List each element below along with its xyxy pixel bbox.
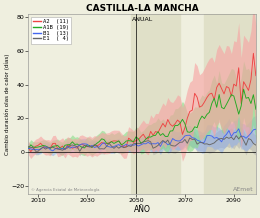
Bar bbox=[204, 14, 256, 194]
Text: © Agencia Estatal de Meteorología: © Agencia Estatal de Meteorología bbox=[31, 189, 99, 192]
Y-axis label: Cambio duración olas de calor (días): Cambio duración olas de calor (días) bbox=[4, 53, 10, 155]
Legend: A2  (11), A1B (19), B1  (13), E1  ( 4): A2 (11), A1B (19), B1 (13), E1 ( 4) bbox=[31, 17, 71, 44]
X-axis label: AÑO: AÑO bbox=[134, 205, 151, 214]
Text: AEmet: AEmet bbox=[233, 187, 254, 192]
Title: CASTILLA-LA MANCHA: CASTILLA-LA MANCHA bbox=[86, 4, 198, 13]
Text: ANUAL: ANUAL bbox=[132, 17, 153, 22]
Bar bbox=[131, 14, 180, 194]
